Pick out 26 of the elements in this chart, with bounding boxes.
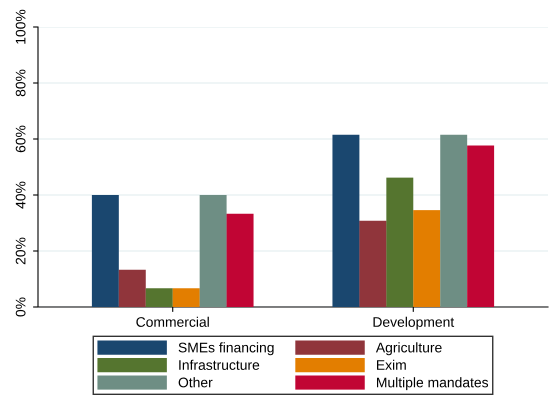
bar [146,288,173,307]
bar [118,270,146,307]
x-tick-label: Commercial [136,316,209,327]
bar [332,134,360,307]
y-tick-label: 0% [16,297,26,316]
bar [386,178,414,307]
bar [226,214,254,307]
bar [440,134,468,307]
bar [359,220,386,307]
y-tick-label: 40% [16,182,26,209]
y-tick-label: 60% [16,126,26,152]
y-tick-label: 20% [16,238,26,264]
legend-label: Multiple mandates [377,377,488,390]
bar [467,145,494,307]
legend-label: SMEs financing [178,342,274,356]
y-tick-label: 100% [16,10,26,44]
legend-label: Agriculture [376,342,442,356]
bar [413,210,440,307]
legend-label: Exim [377,360,406,370]
bar [172,288,200,307]
x-tick-label: Development [374,316,454,330]
legend-label: Other [178,377,212,388]
bar [92,195,119,307]
legend-label: Infrastructure [179,360,260,370]
bar [200,195,227,307]
y-tick-label: 80% [16,70,26,96]
